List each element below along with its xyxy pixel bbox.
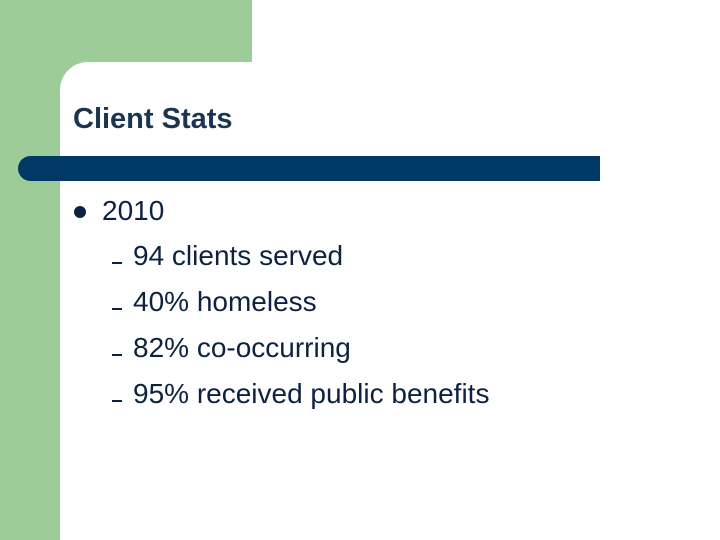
sub-bullet-text: 40% homeless (133, 286, 317, 317)
sub-bullet-dash (112, 262, 122, 264)
bullet-dot (74, 206, 86, 218)
sub-bullet-text: 95% received public benefits (133, 378, 490, 409)
sub-bullet-dash (112, 400, 122, 402)
green-strip (0, 0, 60, 540)
sub-bullet-dash (112, 354, 122, 356)
content-panel (60, 62, 720, 540)
sub-bullet-dash (112, 308, 122, 310)
sub-bullet-text: 82% co-occurring (133, 332, 351, 363)
title-rule (18, 156, 600, 181)
sub-bullet-text: 94 clients served (133, 240, 344, 271)
bullet-text: 2010 (102, 195, 165, 226)
slide-title: Client Stats (73, 103, 233, 135)
